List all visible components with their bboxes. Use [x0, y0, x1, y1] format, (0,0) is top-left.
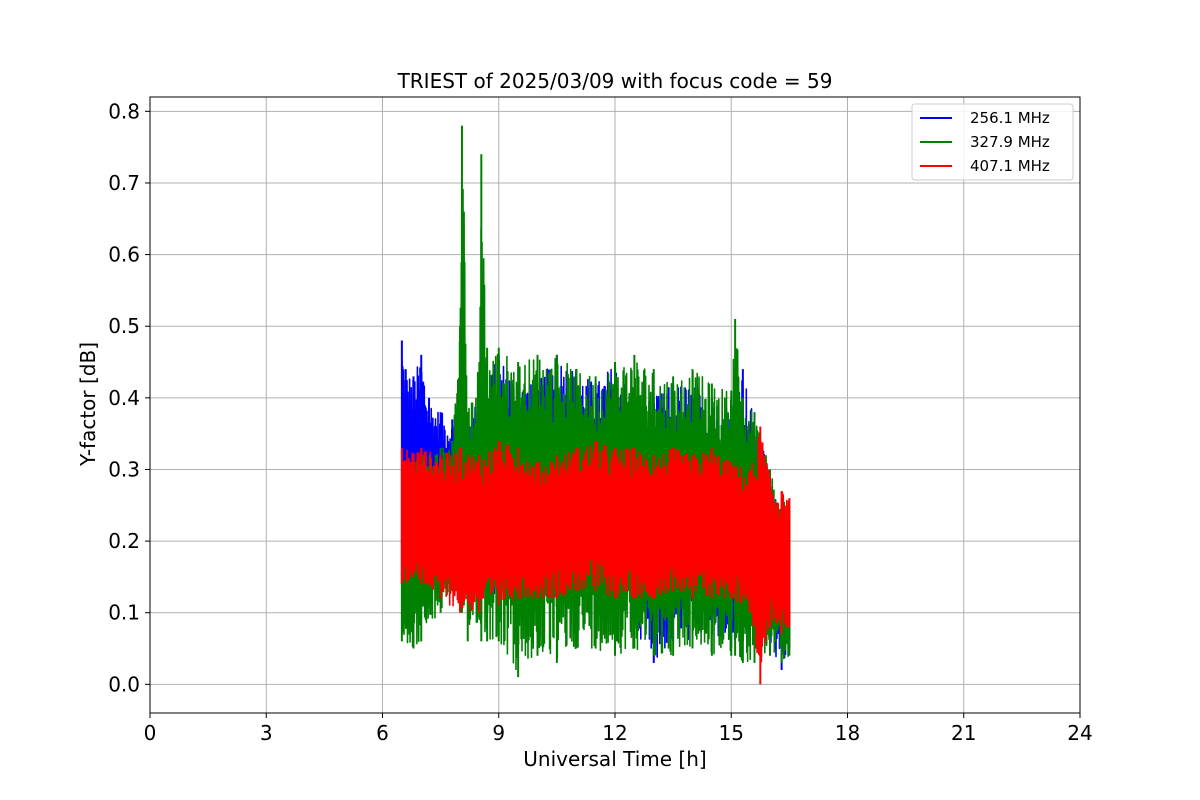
x-axis-ticks: 0 3 6 9 12 15 18 21 24	[144, 713, 1093, 745]
legend-entry: 256.1 MHz	[970, 109, 1050, 127]
y-tick-label: 0.4	[108, 386, 140, 410]
y-tick-label: 0.5	[108, 314, 140, 338]
legend-box	[911, 103, 1074, 181]
x-tick-label: 0	[144, 721, 157, 745]
x-tick-label: 3	[260, 721, 273, 745]
x-tick-label: 12	[602, 721, 627, 745]
y-axis-ticks: 0.0 0.1 0.2 0.3 0.4 0.5 0.6 0.7 0.8	[108, 99, 150, 696]
series-layer	[400, 125, 791, 685]
y-tick-label: 0.0	[108, 672, 140, 696]
legend: 256.1 MHz 327.9 MHz 407.1 MHz	[911, 103, 1074, 181]
x-tick-label: 18	[835, 721, 860, 745]
chart-title: TRIEST of 2025/03/09 with focus code = 5…	[397, 69, 833, 93]
legend-entry: 327.9 MHz	[970, 133, 1050, 151]
x-tick-label: 9	[492, 721, 505, 745]
legend-entry: 407.1 MHz	[970, 157, 1050, 175]
x-tick-label: 15	[719, 721, 744, 745]
x-tick-label: 24	[1067, 721, 1092, 745]
y-tick-label: 0.1	[108, 601, 140, 625]
y-tick-label: 0.2	[108, 529, 140, 553]
y-axis-label: Y-factor [dB]	[76, 342, 100, 467]
y-tick-label: 0.8	[108, 99, 140, 123]
y-tick-label: 0.3	[108, 457, 140, 481]
y-tick-label: 0.7	[108, 171, 140, 195]
series-2	[400, 426, 791, 685]
x-tick-label: 21	[951, 721, 976, 745]
y-tick-label: 0.6	[108, 243, 140, 267]
x-axis-label: Universal Time [h]	[523, 747, 706, 771]
x-tick-label: 6	[376, 721, 389, 745]
